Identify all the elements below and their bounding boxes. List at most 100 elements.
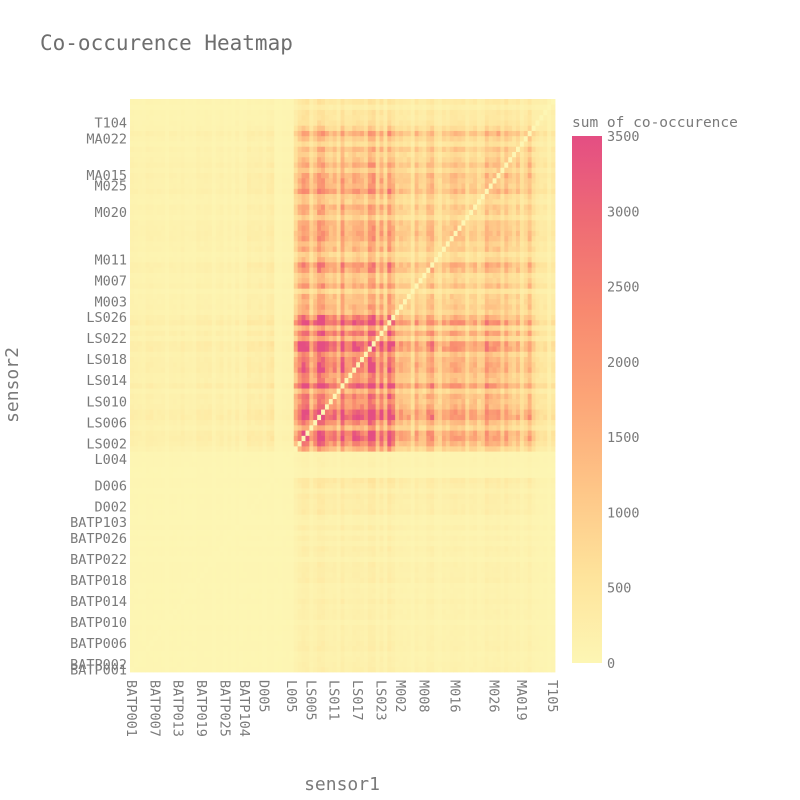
heatmap-cell bbox=[184, 624, 189, 631]
heatmap-cell bbox=[399, 614, 404, 620]
heatmap-cell bbox=[223, 435, 228, 442]
heatmap-cell bbox=[406, 503, 412, 510]
heatmap-cell bbox=[387, 603, 392, 610]
heatmap-cell bbox=[367, 530, 373, 536]
heatmap-cell bbox=[434, 593, 439, 599]
heatmap-cell bbox=[266, 619, 271, 626]
heatmap-cell bbox=[465, 561, 470, 568]
heatmap-cell bbox=[285, 509, 291, 515]
heatmap-cell bbox=[512, 666, 517, 673]
heatmap-cell bbox=[500, 624, 505, 631]
heatmap-cell bbox=[192, 598, 197, 605]
heatmap-cell bbox=[184, 640, 189, 647]
heatmap-cell bbox=[328, 577, 334, 584]
heatmap-cell bbox=[215, 503, 221, 510]
heatmap-cell bbox=[188, 482, 193, 489]
heatmap-cell bbox=[266, 556, 271, 563]
heatmap-cell bbox=[332, 551, 338, 557]
heatmap-cell bbox=[504, 551, 509, 557]
heatmap-cell bbox=[379, 661, 384, 668]
heatmap-cell bbox=[215, 582, 221, 589]
heatmap-cell bbox=[145, 587, 150, 594]
heatmap-cell bbox=[192, 640, 197, 647]
heatmap-cell bbox=[410, 472, 416, 478]
heatmap-cell bbox=[395, 598, 400, 605]
heatmap-cell bbox=[254, 561, 260, 568]
heatmap-cell bbox=[274, 451, 279, 457]
heatmap-cell bbox=[305, 472, 310, 478]
heatmap-cell bbox=[399, 561, 404, 568]
heatmap-cell bbox=[543, 493, 548, 499]
heatmap-cell bbox=[516, 519, 521, 526]
heatmap-cell bbox=[141, 445, 146, 452]
heatmap-cell bbox=[180, 488, 185, 494]
heatmap-cell bbox=[516, 603, 521, 610]
heatmap-cell bbox=[547, 582, 552, 589]
heatmap-cell bbox=[262, 629, 267, 636]
heatmap-cell bbox=[496, 582, 501, 589]
heatmap-cell bbox=[422, 519, 427, 526]
heatmap-cell bbox=[531, 587, 536, 594]
heatmap-cell bbox=[504, 593, 509, 599]
heatmap-cell bbox=[445, 488, 451, 494]
heatmap-cell bbox=[496, 545, 501, 552]
heatmap-cell bbox=[500, 519, 505, 526]
heatmap-cell bbox=[356, 435, 361, 442]
heatmap-cell bbox=[422, 650, 427, 657]
heatmap-cell bbox=[441, 514, 447, 520]
heatmap-cell bbox=[367, 656, 373, 662]
heatmap-cell bbox=[196, 466, 201, 473]
heatmap-cell bbox=[274, 624, 279, 631]
heatmap-cell bbox=[328, 451, 334, 457]
heatmap-cell bbox=[137, 519, 143, 526]
heatmap-cell bbox=[278, 540, 283, 547]
heatmap-cell bbox=[227, 551, 232, 557]
heatmap-cell bbox=[324, 551, 330, 557]
heatmap-cell bbox=[348, 503, 353, 510]
heatmap-cell bbox=[371, 482, 377, 489]
heatmap-cell bbox=[356, 524, 361, 531]
heatmap-cell bbox=[367, 666, 373, 673]
heatmap-cell bbox=[449, 524, 455, 531]
heatmap-cell bbox=[165, 582, 170, 589]
heatmap-cell bbox=[500, 556, 505, 563]
heatmap-cell bbox=[153, 629, 158, 636]
heatmap-cell bbox=[387, 503, 392, 510]
heatmap-cell bbox=[204, 566, 209, 573]
heatmap-cell bbox=[391, 524, 396, 531]
heatmap-cell bbox=[496, 472, 501, 478]
heatmap-cell bbox=[336, 540, 341, 547]
heatmap-cell bbox=[356, 509, 361, 515]
heatmap-cell bbox=[289, 640, 295, 647]
heatmap-cell bbox=[426, 624, 431, 631]
heatmap-cell bbox=[250, 661, 256, 668]
heatmap-cell bbox=[480, 466, 486, 473]
heatmap-cell bbox=[477, 582, 482, 589]
heatmap-cell bbox=[360, 582, 365, 589]
heatmap-cell bbox=[387, 519, 392, 526]
heatmap-cell bbox=[375, 650, 380, 657]
heatmap-cell bbox=[231, 451, 236, 457]
heatmap-cell bbox=[383, 477, 388, 484]
heatmap-cell bbox=[200, 656, 205, 662]
heatmap-cell bbox=[406, 545, 412, 552]
heatmap-cell bbox=[441, 551, 447, 557]
heatmap-cell bbox=[512, 645, 517, 652]
heatmap-cell bbox=[480, 456, 486, 463]
heatmap-cell bbox=[547, 661, 552, 668]
heatmap-cell bbox=[453, 656, 458, 662]
heatmap-cell bbox=[285, 545, 291, 552]
heatmap-cell bbox=[519, 566, 525, 573]
heatmap-cell bbox=[301, 540, 306, 547]
heatmap-cell bbox=[473, 666, 478, 673]
heatmap-cell bbox=[266, 587, 271, 594]
heatmap-cell bbox=[223, 535, 228, 541]
heatmap-cell bbox=[204, 561, 209, 568]
heatmap-cell bbox=[324, 640, 330, 647]
heatmap-cell bbox=[207, 482, 213, 489]
heatmap-cell bbox=[465, 666, 470, 673]
heatmap-cell bbox=[473, 488, 478, 494]
heatmap-cell bbox=[512, 566, 517, 573]
heatmap-cell bbox=[496, 488, 501, 494]
heatmap-cell bbox=[527, 582, 533, 589]
